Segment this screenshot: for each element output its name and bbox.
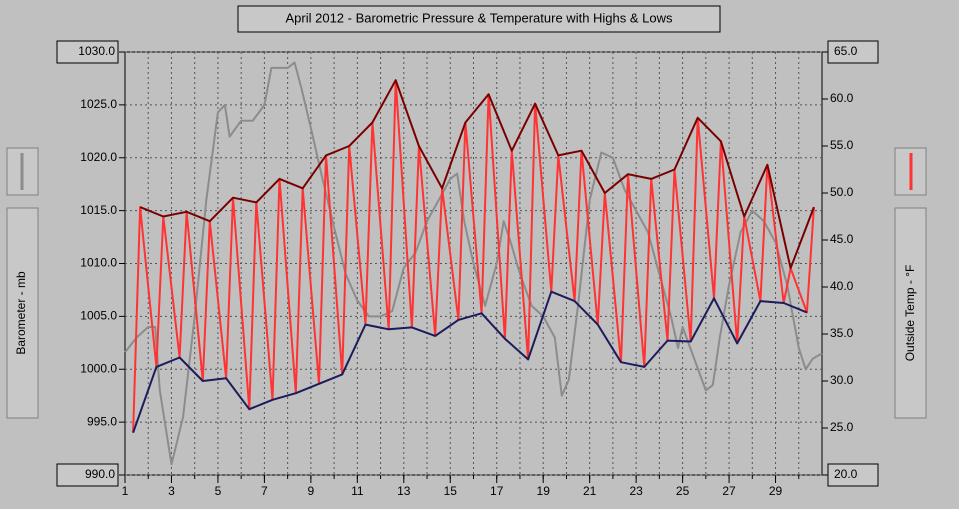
y2-tick-label: 60.0	[830, 91, 854, 105]
x-tick-label: 1	[122, 484, 129, 498]
y-tick-label: 1025.0	[80, 97, 117, 111]
y-tick-label: 1030.0	[78, 44, 115, 58]
x-tick-label: 3	[168, 484, 175, 498]
x-tick-label: 9	[308, 484, 315, 498]
axis-label-box	[894, 207, 927, 419]
series-line	[132, 290, 808, 434]
y-tick-label: 1010.0	[80, 256, 117, 270]
tick-label-box	[827, 40, 879, 64]
tick-label-box	[56, 40, 119, 64]
y2-tick-label: 40.0	[830, 279, 854, 293]
axis-label-box	[6, 207, 39, 419]
x-tick-label: 21	[583, 484, 597, 498]
y-axis-label: Barometer - mb	[14, 271, 28, 355]
x-tick-label: 23	[629, 484, 643, 498]
y2-tick-label: 55.0	[830, 138, 854, 152]
y-tick-label: 1005.0	[80, 309, 117, 323]
tick-label-box	[56, 463, 119, 487]
y2-tick-label: 20.0	[834, 467, 858, 481]
y2-tick-label: 25.0	[830, 420, 854, 434]
y-tick-label: 1020.0	[80, 150, 117, 164]
chart-title: April 2012 - Barometric Pressure & Tempe…	[285, 10, 673, 25]
y2-tick-label: 45.0	[830, 232, 854, 246]
x-tick-label: 5	[215, 484, 222, 498]
x-tick-label: 7	[261, 484, 268, 498]
x-tick-label: 17	[490, 484, 504, 498]
x-tick-label: 13	[397, 484, 411, 498]
series-line	[139, 79, 815, 270]
y2-axis-label: Outside Temp - °F	[903, 265, 917, 362]
x-tick-label: 19	[537, 484, 551, 498]
x-tick-label: 25	[676, 484, 690, 498]
series-line	[132, 79, 815, 433]
title-box	[237, 5, 721, 33]
x-tick-label: 15	[444, 484, 458, 498]
y-tick-label: 1015.0	[80, 203, 117, 217]
y2-tick-label: 30.0	[830, 373, 854, 387]
x-tick-label: 29	[769, 484, 783, 498]
tick-label-box	[827, 463, 879, 487]
x-tick-label: 27	[722, 484, 736, 498]
y-tick-label: 995.0	[87, 414, 117, 428]
y-tick-label: 990.0	[85, 467, 115, 481]
y-tick-label: 1000.0	[80, 361, 117, 375]
y2-tick-label: 35.0	[830, 326, 854, 340]
x-tick-label: 11	[351, 484, 364, 498]
y2-tick-label: 65.0	[834, 44, 858, 58]
y2-tick-label: 50.0	[830, 185, 854, 199]
